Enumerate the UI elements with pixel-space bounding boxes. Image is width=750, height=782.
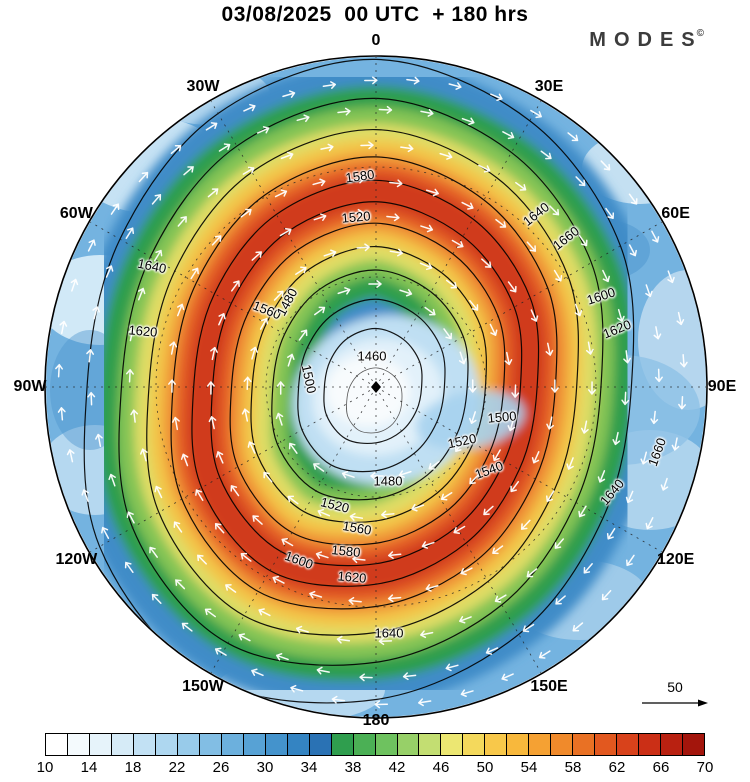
- longitude-label-0: 0: [371, 32, 381, 49]
- longitude-label-90W: 90W: [13, 378, 47, 395]
- colorbar-cell: [287, 734, 310, 755]
- colorbar-tick: 70: [696, 759, 714, 776]
- contour-label: 1580: [330, 542, 362, 560]
- colorbar-cell: [485, 734, 508, 755]
- colorbar-tick: 30: [256, 759, 274, 776]
- colorbar-tick: 22: [168, 759, 186, 776]
- colorbar-tick: 26: [212, 759, 230, 776]
- longitude-label-150W: 150W: [182, 677, 224, 695]
- contour-label: 1500: [486, 408, 518, 426]
- colorbar-tick: 46: [432, 759, 450, 776]
- colorbar-tick: 18: [124, 759, 142, 776]
- reference-vector-label: 50: [667, 679, 683, 695]
- colorbar: [45, 733, 705, 756]
- colorbar-tick: 50: [476, 759, 494, 776]
- contour-label: 1520: [340, 208, 372, 226]
- colorbar-cell: [617, 734, 640, 755]
- colorbar-tick: 58: [564, 759, 582, 776]
- modes-logo-copyright: ©: [696, 28, 704, 39]
- longitude-label-120E: 120E: [656, 551, 695, 568]
- modes-logo: MODES©: [589, 28, 704, 52]
- colorbar-tick: 34: [300, 759, 318, 776]
- colorbar-cell: [661, 734, 684, 755]
- colorbar-cell: [441, 734, 464, 755]
- colorbar-cell: [397, 734, 420, 755]
- contour-label: 1640: [374, 625, 404, 641]
- longitude-label-180: 180: [362, 712, 390, 729]
- colorbar-cell: [46, 734, 68, 755]
- modes-logo-text: MODES: [589, 29, 703, 51]
- colorbar-tick: 10: [36, 759, 54, 776]
- colorbar-cell: [221, 734, 244, 755]
- chart-title: 03/08/2025 00 UTC + 180 hrs: [221, 3, 529, 26]
- colorbar-cell: [155, 734, 178, 755]
- colorbar-cell: [639, 734, 662, 755]
- contour-label: 1480: [373, 473, 403, 489]
- colorbar-tick: 14: [80, 759, 98, 776]
- colorbar-cell: [243, 734, 266, 755]
- colorbar-cell: [419, 734, 442, 755]
- colorbar-tick: 66: [652, 759, 670, 776]
- colorbar-cell: [133, 734, 156, 755]
- contour-label: 1460: [357, 348, 387, 364]
- colorbar-cell: [177, 734, 200, 755]
- colorbar-tick: 42: [388, 759, 406, 776]
- wind-arrows: [55, 76, 688, 709]
- pole-marker: [371, 381, 381, 393]
- colorbar-cell: [199, 734, 222, 755]
- graticule: [46, 57, 706, 717]
- colorbar-cell: [331, 734, 354, 755]
- colorbar-cell: [573, 734, 596, 755]
- map-clip-group: [46, 57, 706, 717]
- longitude-label-150E: 150E: [530, 677, 568, 695]
- colorbar-tick-labels: 10 14 18 22 26 30 34 38 42 46 50 54 58 62 66 70: [0, 759, 750, 779]
- colorbar-cell: [353, 734, 376, 755]
- longitude-label-60E: 60E: [661, 205, 690, 222]
- longitude-label-90E: 90E: [707, 378, 737, 395]
- colorbar-cell: [463, 734, 486, 755]
- colorbar-cell: [375, 734, 398, 755]
- reference-vector-arrow-icon: [642, 699, 708, 707]
- map-border: [44, 55, 708, 719]
- colorbar-tick: 38: [344, 759, 362, 776]
- longitude-label-120W: 120W: [55, 551, 98, 568]
- longitude-label-30E: 30E: [534, 78, 564, 96]
- colorbar-cell: [507, 734, 530, 755]
- colorbar-cell: [111, 734, 134, 755]
- coastline: [346, 368, 402, 433]
- colorbar-tick: 62: [608, 759, 626, 776]
- colorbar-tick: 54: [520, 759, 538, 776]
- colorbar-cell: [595, 734, 618, 755]
- colorbar-cell: [551, 734, 574, 755]
- longitude-label-60W: 60W: [59, 205, 93, 222]
- colorbar-cell: [683, 734, 705, 755]
- reference-vector: 50: [638, 679, 712, 714]
- colorbar-cell: [309, 734, 332, 755]
- colorbar-cell: [265, 734, 288, 755]
- colorbar-cell: [89, 734, 112, 755]
- longitude-label-30W: 30W: [186, 78, 220, 96]
- contour-label: 1620: [336, 568, 368, 586]
- colorbar-cell: [529, 734, 552, 755]
- contour-label: 1620: [127, 322, 159, 340]
- colorbar-cell: [67, 734, 90, 755]
